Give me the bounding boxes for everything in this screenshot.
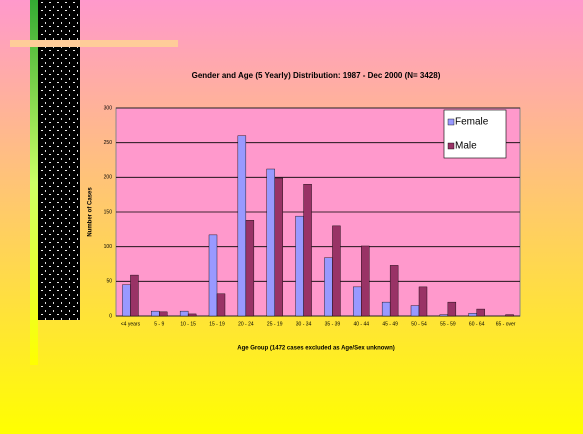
texture-strip	[34, 0, 80, 320]
bar	[381, 301, 391, 317]
bar	[274, 177, 283, 317]
bar	[245, 220, 255, 317]
bar	[159, 311, 168, 317]
bar	[122, 284, 131, 317]
chart-title: Gender and Age (5 Yearly) Distribution: …	[192, 71, 441, 80]
y-tick-label: 200	[104, 175, 113, 181]
legend-label: Male	[455, 141, 477, 152]
bar	[505, 314, 514, 317]
x-tick-label: 15 - 19	[209, 321, 225, 327]
legend-box	[443, 109, 507, 159]
bar	[389, 265, 399, 317]
x-tick-label: 40 - 44	[353, 321, 369, 327]
bar	[353, 286, 362, 317]
x-tick-label: 55 - 59	[440, 321, 456, 327]
bar	[447, 301, 457, 317]
bar	[303, 184, 312, 317]
x-tick-label: 5 - 9	[154, 321, 164, 327]
y-tick-label: 150	[104, 209, 113, 215]
bar	[151, 310, 160, 317]
x-tick-label: 10 - 15	[180, 321, 196, 327]
bar	[208, 234, 218, 317]
y-tick-label: 300	[104, 105, 113, 111]
y-tick-label: 100	[104, 244, 113, 250]
legend-swatch	[447, 142, 455, 150]
y-tick-label: 250	[104, 140, 113, 146]
x-tick-label: 60 - 64	[469, 321, 485, 327]
bar	[295, 215, 304, 317]
vertical-bar	[30, 0, 38, 365]
bar	[266, 168, 275, 317]
x-tick-label: 65 - over	[496, 321, 516, 327]
bar	[130, 274, 139, 317]
x-tick-label: 30 - 34	[296, 321, 312, 327]
x-axis-label: Age Group (1472 cases excluded as Age/Se…	[237, 346, 395, 352]
x-tick-label: 20 - 24	[238, 321, 254, 327]
bar	[418, 286, 428, 317]
legend-swatch	[447, 118, 455, 126]
bar	[216, 293, 226, 317]
bar	[361, 245, 370, 317]
bar	[476, 308, 485, 317]
bar	[439, 314, 449, 317]
y-tick-label: 0	[109, 313, 112, 319]
bar	[179, 310, 189, 317]
x-tick-label: <4 years	[121, 321, 141, 327]
bar	[324, 257, 333, 317]
y-axis-label: Number of Cases	[88, 187, 94, 237]
bar	[410, 305, 420, 317]
x-tick-label: 50 - 54	[411, 321, 427, 327]
x-tick-label: 35 - 39	[325, 321, 341, 327]
bar	[468, 313, 477, 317]
legend-label: Female	[455, 117, 489, 128]
bar	[187, 313, 197, 317]
y-tick-label: 50	[106, 279, 112, 285]
horizontal-bar	[10, 40, 178, 47]
bar	[237, 135, 247, 317]
x-tick-label: 25 - 19	[267, 321, 283, 327]
bar	[332, 225, 341, 317]
x-tick-label: 45 - 49	[382, 321, 398, 327]
